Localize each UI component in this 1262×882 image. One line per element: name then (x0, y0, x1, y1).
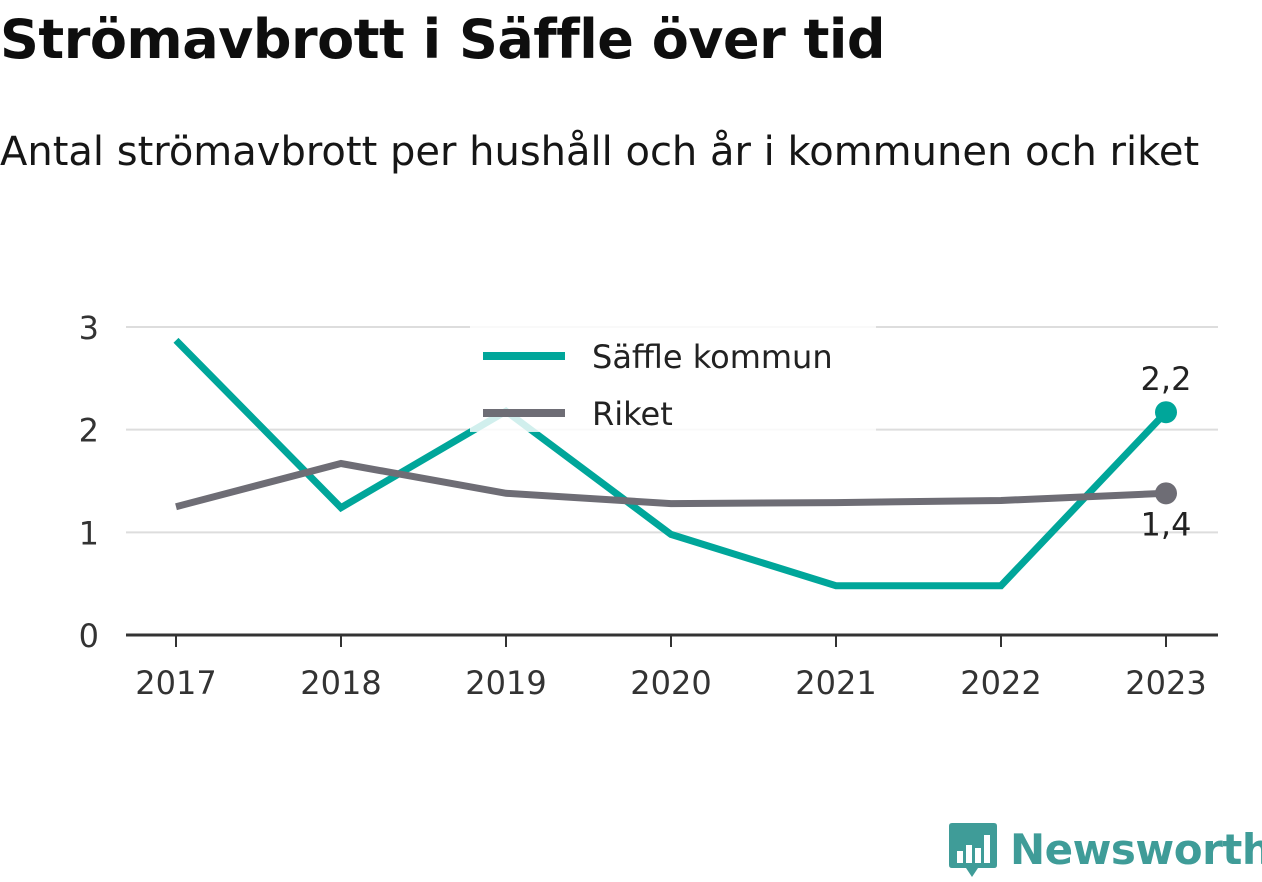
legend-label-riket: Riket (592, 395, 673, 433)
y-tick-label-0: 0 (79, 617, 99, 655)
x-tick-label-2021: 2021 (795, 664, 876, 702)
y-tick-label-1: 1 (79, 514, 99, 552)
end-points (1155, 401, 1177, 505)
data-labels: 2,2 1,4 (1141, 360, 1192, 543)
x-tick-label-2022: 2022 (960, 664, 1041, 702)
x-axis-ticks: 2017 2018 2019 2020 2021 2022 2023 (135, 635, 1207, 702)
chart-subtitle: Antal strömavbrott per hushåll och år i … (0, 129, 1200, 175)
brand-name: Newsworthy (1010, 824, 1262, 874)
x-tick-label-2018: 2018 (300, 664, 381, 702)
series-line-saffle (173, 337, 1169, 590)
chart-title: Strömavbrott i Säffle över tid (0, 8, 886, 71)
legend-label-saffle: Säffle kommun (592, 338, 833, 376)
x-tick-label-2019: 2019 (465, 664, 546, 702)
series-lines (173, 337, 1169, 590)
x-tick-label-2020: 2020 (630, 664, 711, 702)
y-tick-label-3: 3 (79, 309, 99, 347)
end-label-riket: 1,4 (1141, 505, 1192, 543)
end-point-saffle (1155, 401, 1177, 424)
y-axis-ticks: 0 1 2 3 (79, 309, 99, 655)
x-tick-label-2017: 2017 (135, 664, 216, 702)
series-line-riket (175, 459, 1167, 511)
x-tick-label-2023: 2023 (1125, 664, 1206, 702)
newsworthy-logo: Newsworthy (948, 816, 1262, 882)
legend: Säffle kommun Riket (470, 326, 876, 433)
bar-chart-speech-bubble-icon (949, 823, 997, 877)
end-point-riket (1155, 482, 1177, 505)
end-label-saffle: 2,2 (1141, 360, 1192, 398)
y-tick-label-2: 2 (79, 412, 99, 450)
